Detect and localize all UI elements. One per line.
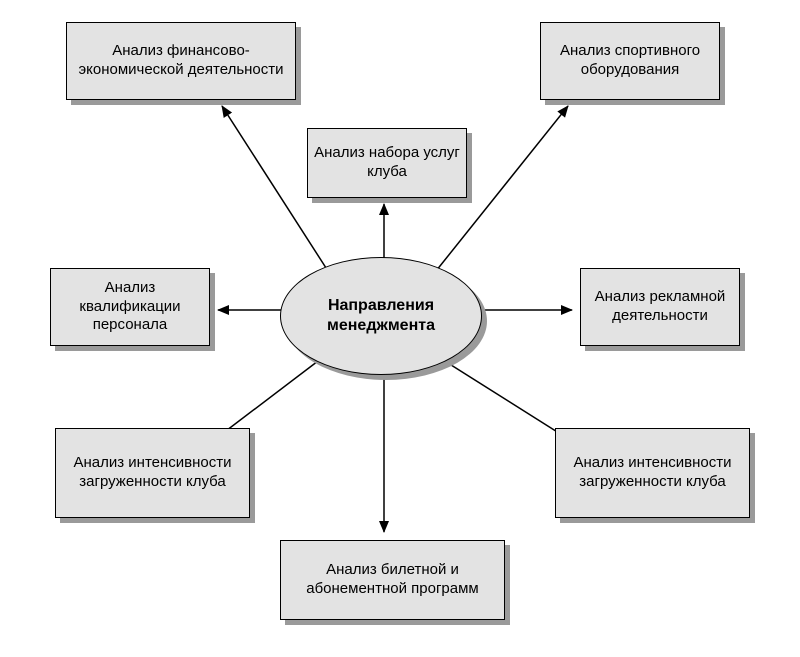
node-label: Анализ квалификации персонала [57,279,203,335]
node-n4: Анализ квалификации персонала [50,268,210,346]
center-node: Направления менеджмента [280,257,482,375]
node-label: Анализ набора услуг клуба [314,144,460,182]
node-n1: Анализ финансово-экономической деятельно… [66,22,296,100]
node-label: Анализ билетной и абонементной программ [287,561,498,599]
node-n8: Анализ интенсивности загруженности клуба [555,428,750,518]
diagram-canvas: Направления менеджмента Анализ финансово… [0,0,800,657]
node-n3: Анализ спортивного оборудования [540,22,720,100]
node-n6: Анализ интенсивности загруженности клуба [55,428,250,518]
node-n2: Анализ набора услуг клуба [307,128,467,198]
center-label: Направления менеджмента [281,296,481,336]
node-label: Анализ интенсивности загруженности клуба [562,454,743,492]
node-label: Анализ интенсивности загруженности клуба [62,454,243,492]
node-label: Анализ финансово-экономической деятельно… [73,42,289,80]
arrow [440,358,570,440]
node-n5: Анализ рекламной деятельности [580,268,740,346]
node-label: Анализ спортивного оборудования [547,42,713,80]
node-n7: Анализ билетной и абонементной программ [280,540,505,620]
node-label: Анализ рекламной деятельности [587,288,733,326]
